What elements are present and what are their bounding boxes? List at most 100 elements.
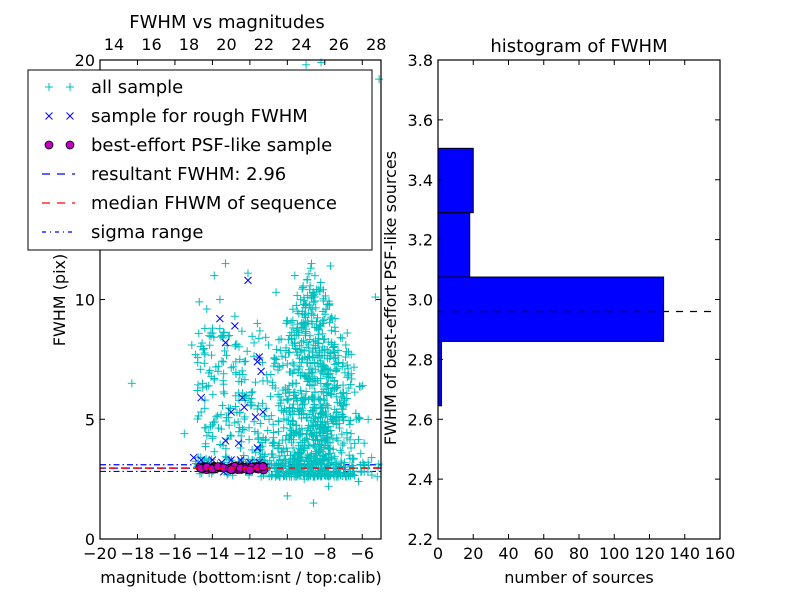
rough-sample-point xyxy=(221,338,230,347)
rough-sample-point xyxy=(189,453,198,462)
psf-sample-point xyxy=(245,465,255,475)
all-sample-point xyxy=(360,439,369,448)
right-chart-title: histogram of FWHM xyxy=(490,36,667,57)
legend-entry: resultant FWHM: 2.96 xyxy=(42,164,286,185)
legend-label: all sample xyxy=(91,77,183,98)
left-chart-title: FWHM vs magnitudes xyxy=(129,12,324,33)
y-tick-label: 3.8 xyxy=(408,51,433,70)
all-sample-point xyxy=(347,429,356,438)
rough-sample-point xyxy=(234,439,243,448)
right-y-axis-label: FWHM of best-effort PSF-like sources xyxy=(381,151,400,445)
x-tick-label: −6 xyxy=(350,544,374,563)
left-top-x-ticks: 14 16 18 20 22 24 26 28 xyxy=(104,35,387,54)
y-tick-label: 3.0 xyxy=(408,291,433,310)
rough-sample-point xyxy=(244,276,252,285)
top-x-tick-label: 24 xyxy=(291,35,311,54)
rough-sample-point xyxy=(253,444,262,452)
x-tick-label: 140 xyxy=(669,544,700,563)
all-sample-point xyxy=(221,259,230,268)
all-sample-point xyxy=(283,491,292,500)
rough-sample-point xyxy=(221,436,230,445)
all-sample-point xyxy=(206,422,215,431)
rough-sample-point xyxy=(227,408,235,416)
y-tick-label: 5 xyxy=(85,410,95,429)
x-tick-label: 160 xyxy=(705,544,736,563)
all-sample-point xyxy=(240,357,249,366)
y-tick-label: 3.6 xyxy=(408,111,433,130)
legend-label: sample for rough FWHM xyxy=(91,106,308,127)
all-sample-point xyxy=(290,271,299,280)
histogram-bar xyxy=(437,276,665,342)
x-tick-label: 40 xyxy=(498,544,518,563)
x-tick-label: 80 xyxy=(569,544,589,563)
all-sample-point xyxy=(326,261,335,270)
legend-box xyxy=(27,69,373,251)
x-tick-label: 60 xyxy=(534,544,554,563)
legend-entry: sample for rough FWHM xyxy=(45,106,308,127)
x-tick-label: −14 xyxy=(196,544,230,563)
all-sample-point xyxy=(272,288,281,297)
legend-label: sigma range xyxy=(91,222,203,243)
all-sample-point xyxy=(371,293,380,302)
all-sample-point xyxy=(230,312,239,321)
all-sample-point xyxy=(187,341,196,350)
y-tick-label: 2.6 xyxy=(408,410,433,429)
rough-sample-point xyxy=(255,353,264,361)
y-tick-label: 20 xyxy=(75,51,95,70)
all-sample-point xyxy=(305,441,314,450)
rough-sample-point xyxy=(257,367,265,376)
rough-sample-point xyxy=(231,321,239,330)
left-y-ticks: 0 5 10 20 xyxy=(75,51,381,549)
x-tick-label: 20 xyxy=(463,544,483,563)
all-sample-point xyxy=(210,271,219,280)
rough-sample-point xyxy=(236,456,245,464)
rough-sample-point xyxy=(240,403,249,412)
all-sample-point xyxy=(324,482,333,491)
all-sample-point xyxy=(337,448,346,457)
top-x-tick-label: 22 xyxy=(254,35,274,54)
top-x-tick-label: 18 xyxy=(179,35,199,54)
x-tick-label: −16 xyxy=(158,544,192,563)
legend: all sample sample for rough FWHM best-effo… xyxy=(27,69,373,251)
all-sample-point xyxy=(212,412,221,421)
rough-sample-point xyxy=(216,314,224,323)
left-x-axis-label: magnitude (bottom:isnt / top:calib) xyxy=(100,568,381,587)
all-sample-point xyxy=(253,319,262,328)
x-tick-label: 120 xyxy=(634,544,665,563)
all-sample-cloud xyxy=(191,259,383,481)
all-sample-point xyxy=(343,329,352,338)
x-tick-label: −10 xyxy=(270,544,304,563)
legend-entry: best-effort PSF-like sample xyxy=(44,135,332,156)
top-x-tick-label: 16 xyxy=(141,35,161,54)
top-x-tick-label: 28 xyxy=(366,35,386,54)
all-sample-point xyxy=(243,269,252,278)
y-tick-label: 10 xyxy=(75,291,95,310)
all-sample-point xyxy=(202,305,211,314)
all-sample-point xyxy=(219,369,228,378)
y-tick-label: 3.4 xyxy=(408,171,433,190)
legend-label: best-effort PSF-like sample xyxy=(91,135,332,156)
psf-sample-point xyxy=(258,462,268,472)
all-sample-point xyxy=(127,379,136,388)
y-tick-label: 3.2 xyxy=(408,231,433,250)
rough-sample-point xyxy=(251,413,260,421)
x-tick-label: −12 xyxy=(233,544,267,563)
legend-entry: median FHWM of sequence xyxy=(42,193,337,214)
all-sample-point xyxy=(204,381,213,390)
right-panel: histogram of FWHM 0 20 40 60 80 100 120 140 160 … xyxy=(381,36,735,587)
all-sample-point xyxy=(193,386,202,395)
legend-entry: sigma range xyxy=(42,222,203,243)
all-sample-point xyxy=(309,499,318,508)
x-tick-label: 100 xyxy=(599,544,630,563)
right-y-ticks: 2.2 2.4 2.6 2.8 3.0 3.2 3.4 3.6 3.8 xyxy=(408,51,720,549)
all-sample-point xyxy=(199,345,208,354)
legend-label: resultant FWHM: 2.96 xyxy=(91,164,286,185)
top-x-tick-label: 14 xyxy=(104,35,124,54)
all-sample-point xyxy=(375,75,384,84)
left-panel: FWHM vs magnitudes −20 −18 −16 −14 −12 −10 −8−… xyxy=(27,12,387,587)
rough-sample-point xyxy=(259,408,267,416)
top-x-tick-label: 20 xyxy=(216,35,236,54)
histogram-bar xyxy=(437,147,474,214)
psf-sample-point xyxy=(226,465,236,474)
